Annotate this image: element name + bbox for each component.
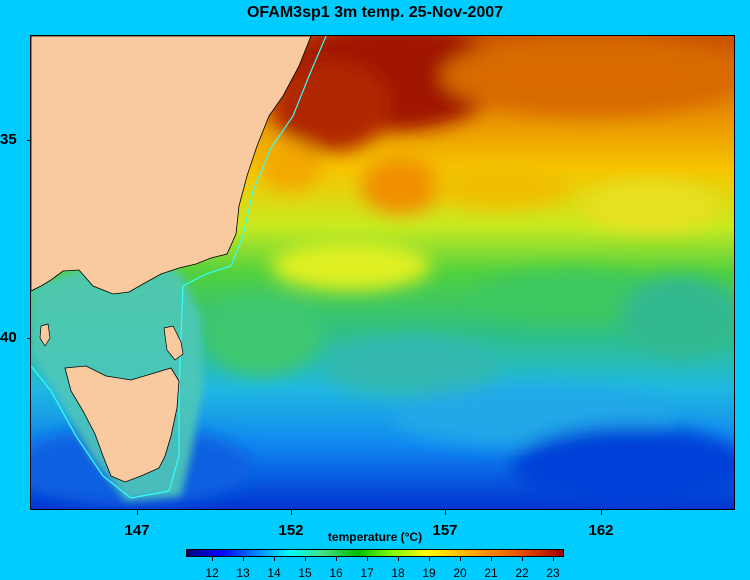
y-tickmark bbox=[27, 140, 31, 141]
y-tick-label: 40 bbox=[0, 329, 17, 346]
colorbar-tick-label: 15 bbox=[298, 566, 312, 580]
x-tickmark bbox=[291, 510, 292, 515]
temperature-structures bbox=[31, 36, 734, 506]
colorbar-tick-label: 16 bbox=[329, 566, 343, 580]
colorbar-tick-label: 21 bbox=[484, 566, 498, 580]
colorbar-tickmark bbox=[336, 557, 337, 561]
australia-landmass bbox=[31, 36, 312, 295]
x-tick-label: 157 bbox=[432, 522, 458, 539]
x-tickmark bbox=[137, 510, 138, 515]
sst-map[interactable] bbox=[30, 35, 735, 510]
colorbar-tick-label: 20 bbox=[453, 566, 467, 580]
colorbar-tick-label: 23 bbox=[546, 566, 560, 580]
shelf-contour bbox=[31, 36, 327, 499]
x-tick-label: 152 bbox=[278, 522, 304, 539]
map-title: OFAM3sp1 3m temp. 25-Nov-2007 bbox=[246, 4, 504, 21]
colorbar-tickmark bbox=[367, 557, 368, 561]
colorbar-label: temperature (°C) bbox=[327, 530, 423, 544]
colorbar-tick-label: 17 bbox=[360, 566, 374, 580]
tasmania-landmass bbox=[64, 365, 180, 483]
y-tick-label: 35 bbox=[0, 131, 17, 148]
colorbar-tickmark bbox=[243, 557, 244, 561]
colorbar-tickmark bbox=[274, 557, 275, 561]
colorbar bbox=[186, 549, 564, 557]
colorbar-tickmark bbox=[491, 557, 492, 561]
map-canvas bbox=[31, 36, 734, 509]
colorbar-tickmark bbox=[305, 557, 306, 561]
flinders-island bbox=[163, 325, 184, 361]
x-tickmark bbox=[601, 510, 602, 515]
colorbar-tick-label: 14 bbox=[267, 566, 281, 580]
colorbar-tick-label: 18 bbox=[391, 566, 405, 580]
colorbar-tickmark bbox=[398, 557, 399, 561]
colorbar-tickmark bbox=[212, 557, 213, 561]
x-tick-label: 147 bbox=[124, 522, 150, 539]
y-tickmark bbox=[27, 338, 31, 339]
x-tickmark bbox=[445, 510, 446, 515]
colorbar-tick-label: 19 bbox=[422, 566, 436, 580]
colorbar-tick-label: 22 bbox=[515, 566, 529, 580]
colorbar-tick-label: 13 bbox=[236, 566, 250, 580]
king-island bbox=[39, 323, 51, 347]
colorbar-tickmark bbox=[429, 557, 430, 561]
colorbar-tickmark bbox=[522, 557, 523, 561]
colorbar-tick-label: 12 bbox=[205, 566, 219, 580]
colorbar-tickmark bbox=[460, 557, 461, 561]
x-tick-label: 162 bbox=[588, 522, 614, 539]
colorbar-tickmark bbox=[553, 557, 554, 561]
